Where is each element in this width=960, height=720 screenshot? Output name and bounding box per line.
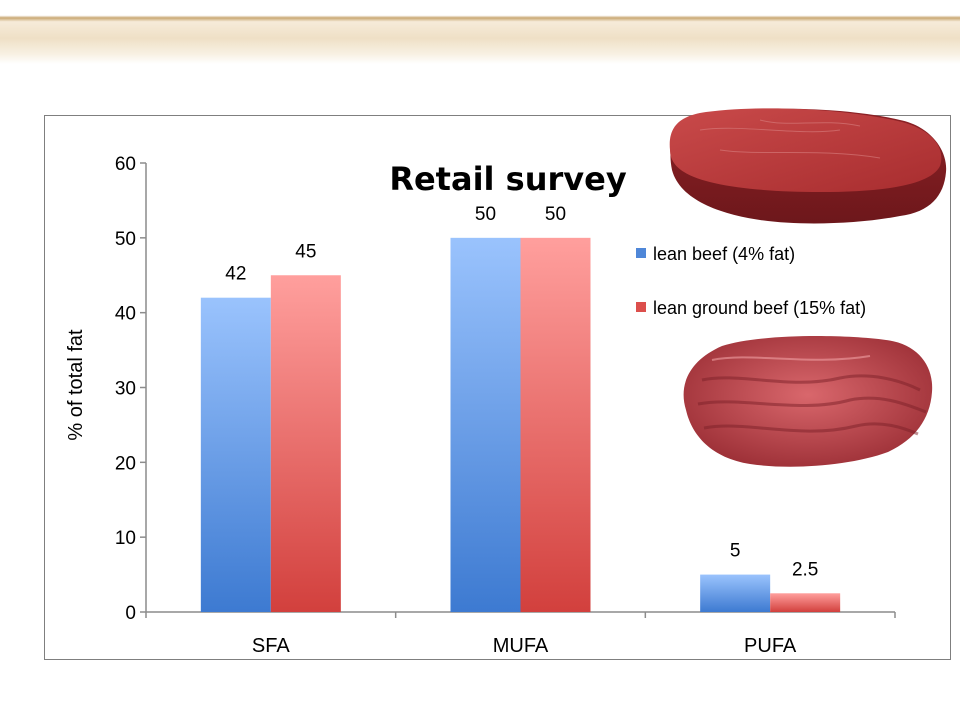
data-label: 42 (225, 264, 246, 285)
chart-title: Retail survey (389, 160, 626, 198)
steak-photo (669, 108, 947, 224)
y-tick-label: 60 (115, 154, 136, 175)
legend-swatch-lean-beef (636, 248, 646, 258)
bar-lean-ground-beef-15-fat--mufa (520, 237, 591, 613)
data-label: 5 (730, 541, 741, 562)
y-tick-label: 10 (115, 528, 136, 549)
bar-lean-ground-beef-15-fat--sfa (270, 275, 341, 612)
bar-series (200, 237, 841, 613)
y-tick-label: 40 (115, 304, 136, 325)
y-tick-label: 50 (115, 229, 136, 250)
y-tick-label: 0 (125, 603, 136, 624)
data-label: 50 (545, 204, 566, 225)
data-label: 2.5 (792, 559, 818, 580)
y-tick-label: 30 (115, 379, 136, 400)
data-label: 50 (475, 204, 496, 225)
legend-label-lean-ground-beef: lean ground beef (15% fat) (653, 298, 866, 318)
y-tick-label: 20 (115, 453, 136, 474)
legend-label-lean-beef: lean beef (4% fat) (653, 244, 795, 264)
ground-beef-photo (683, 336, 933, 467)
bar-lean-beef-4-fat--pufa (700, 574, 771, 612)
bar-lean-beef-4-fat--sfa (200, 297, 271, 612)
x-tick-label: PUFA (744, 635, 797, 657)
x-tick-label: SFA (252, 635, 290, 657)
data-labels: 42 50 5 45 50 2.5 (225, 204, 818, 580)
data-label: 45 (295, 241, 316, 262)
y-axis-title: % of total fat (65, 329, 87, 441)
legend-swatch-lean-ground-beef (636, 302, 646, 312)
bar-lean-beef-4-fat--mufa (450, 237, 521, 613)
x-tick-label: MUFA (493, 635, 549, 657)
header-band (0, 0, 960, 64)
x-ticks: SFA MUFA PUFA (145, 612, 896, 657)
bar-lean-ground-beef-15-fat--pufa (770, 593, 841, 612)
legend: lean beef (4% fat) lean ground beef (15%… (636, 244, 866, 318)
y-ticks: 0 10 20 30 40 50 60 (115, 154, 146, 624)
